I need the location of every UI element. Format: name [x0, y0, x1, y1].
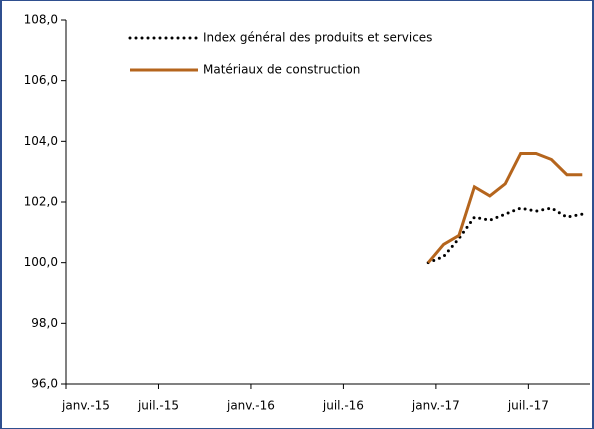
legend-label: Matériaux de construction [203, 63, 360, 77]
y-tick-label: 100,0 [24, 255, 58, 269]
x-tick-label: juil.-17 [507, 399, 549, 413]
x-tick-label: juil.-16 [322, 399, 364, 413]
x-tick-label: janv.-17 [411, 399, 460, 413]
x-tick-label: juil.-15 [137, 399, 179, 413]
series-line [427, 151, 583, 264]
y-tick-label: 108,0 [24, 13, 58, 27]
x-tick-label: janv.-15 [61, 399, 110, 413]
y-tick-label: 98,0 [31, 316, 58, 330]
y-tick-label: 106,0 [24, 73, 58, 87]
y-tick-label: 96,0 [31, 377, 58, 391]
series-line [426, 206, 584, 265]
x-tick-label: janv.-16 [226, 399, 275, 413]
legend-label: Index général des produits et services [203, 31, 432, 45]
y-tick-label: 102,0 [24, 195, 58, 209]
y-tick-label: 104,0 [24, 134, 58, 148]
